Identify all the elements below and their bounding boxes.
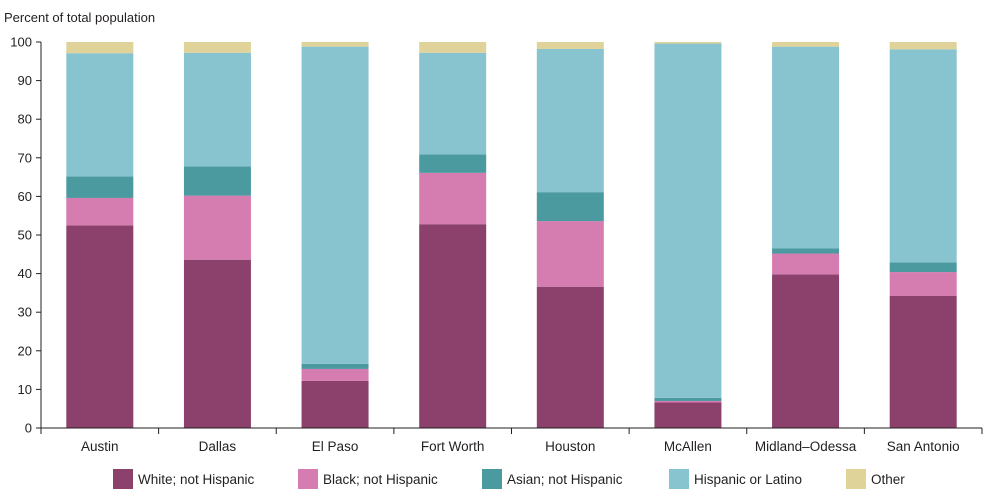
legend-label-3: Hispanic or Latino [694, 472, 802, 487]
legend: White; not Hispanic Black; not Hispanic As… [113, 469, 905, 489]
bar-segment-1-4 [183, 42, 251, 53]
y-axis: 0 10 20 30 40 50 60 70 80 90 100 [10, 35, 42, 436]
y-tick-label-2: 20 [18, 343, 32, 358]
y-tick-label-0: 0 [25, 421, 32, 436]
bar-segment-6-2 [772, 248, 840, 254]
bar-segment-6-1 [772, 253, 840, 275]
bar-segment-3-3 [419, 52, 487, 155]
bar-segment-0-1 [66, 197, 134, 226]
bar-segment-2-4 [301, 42, 369, 47]
bar-segment-1-0 [183, 259, 251, 428]
legend-label-4: Other [871, 472, 905, 487]
bars-group [66, 42, 957, 428]
bar-segment-6-0 [772, 274, 840, 428]
bar-segment-4-2 [536, 192, 604, 222]
bar-segment-7-4 [889, 42, 957, 50]
legend-swatch-2 [482, 469, 502, 489]
bar-segment-0-0 [66, 225, 134, 428]
bar-segment-7-2 [889, 262, 957, 273]
y-tick-label-3: 30 [18, 305, 32, 320]
bar-segment-4-1 [536, 221, 604, 287]
bar-segment-7-1 [889, 272, 957, 296]
y-tick-label-4: 40 [18, 266, 32, 281]
bar-segment-1-1 [183, 195, 251, 260]
bar-segment-4-3 [536, 48, 604, 193]
x-category-label-3: Fort Worth [421, 439, 485, 454]
x-category-label-7: San Antonio [887, 439, 960, 454]
legend-swatch-0 [113, 469, 133, 489]
bar-segment-5-0 [654, 402, 722, 428]
x-category-label-5: McAllen [664, 439, 712, 454]
y-tick-label-9: 90 [18, 73, 32, 88]
legend-label-2: Asian; not Hispanic [507, 472, 623, 487]
bar-segment-0-3 [66, 53, 134, 177]
legend-label-0: White; not Hispanic [138, 472, 255, 487]
y-tick-label-7: 70 [18, 150, 32, 165]
x-category-label-0: Austin [81, 439, 119, 454]
bar-segment-5-3 [654, 43, 722, 398]
bar-segment-3-0 [419, 224, 487, 428]
y-tick-label-6: 60 [18, 189, 32, 204]
bar-segment-1-3 [183, 52, 251, 167]
y-tick-label-10: 100 [10, 35, 32, 50]
bar-segment-6-4 [772, 42, 840, 47]
x-category-label-2: El Paso [312, 439, 359, 454]
y-tick-label-8: 80 [18, 112, 32, 127]
bar-segment-5-4 [654, 42, 722, 44]
bar-segment-7-0 [889, 295, 957, 428]
bar-segment-4-4 [536, 42, 604, 49]
x-category-label-6: Midland–Odessa [755, 439, 857, 454]
legend-label-1: Black; not Hispanic [323, 472, 438, 487]
y-axis-title: Percent of total population [4, 10, 155, 25]
bar-segment-1-2 [183, 166, 251, 196]
bar-segment-2-0 [301, 380, 369, 428]
bar-segment-3-4 [419, 42, 487, 53]
bar-segment-2-3 [301, 46, 369, 364]
bar-segment-5-1 [654, 400, 722, 403]
x-category-label-4: Houston [545, 439, 595, 454]
bar-segment-6-3 [772, 46, 840, 249]
bar-segment-3-2 [419, 154, 487, 173]
bar-segment-4-0 [536, 286, 604, 428]
bar-segment-2-1 [301, 368, 369, 381]
legend-swatch-3 [669, 469, 689, 489]
y-tick-label-5: 50 [18, 228, 32, 243]
y-tick-label-1: 10 [18, 382, 32, 397]
bar-segment-5-2 [654, 397, 722, 401]
bar-segment-0-2 [66, 176, 134, 198]
legend-swatch-1 [298, 469, 318, 489]
legend-swatch-4 [846, 469, 866, 489]
bar-segment-3-1 [419, 172, 487, 225]
bar-segment-2-2 [301, 363, 369, 369]
bar-segment-0-4 [66, 42, 134, 54]
x-category-label-1: Dallas [199, 439, 237, 454]
bar-segment-7-3 [889, 49, 957, 263]
x-axis: Austin Dallas El Paso Fort Worth Houston McAl… [40, 427, 983, 454]
